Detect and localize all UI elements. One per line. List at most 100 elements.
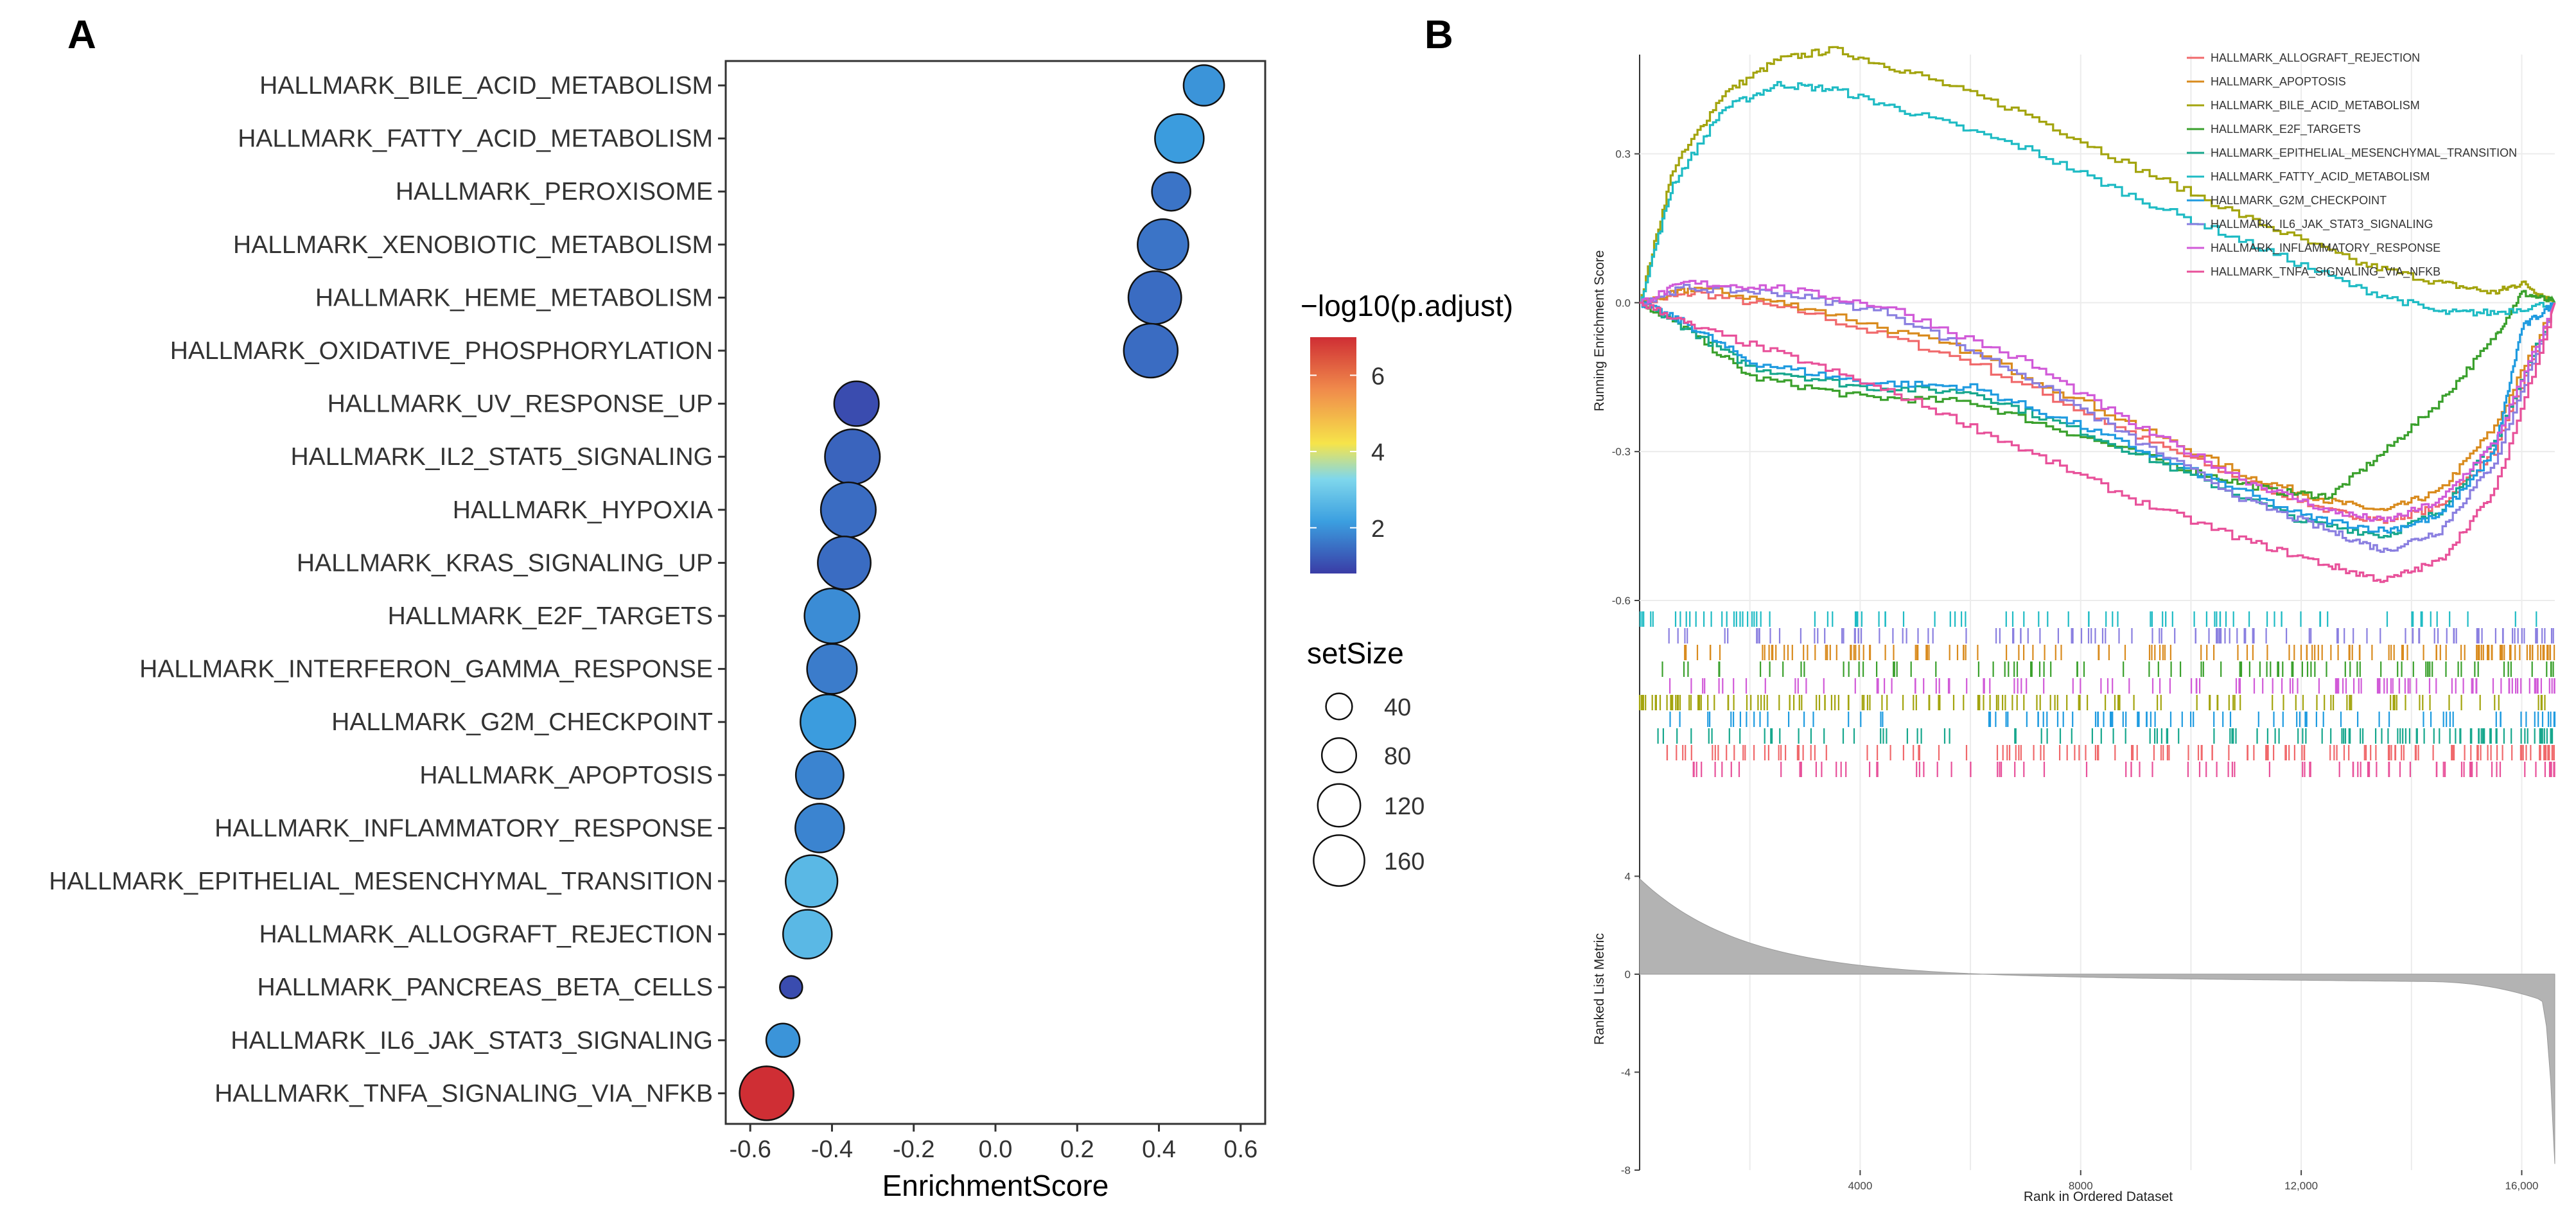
panel-b-es-y-ticks: 0.3 0.0 -0.3 -0.6 [1612, 148, 1640, 607]
b-x-tick-label: 12,000 [2284, 1180, 2318, 1192]
term-label: HALLMARK_HYPOXIA [453, 496, 713, 524]
x-tick-label: -0.2 [893, 1136, 934, 1163]
term-dot [824, 428, 881, 486]
panel-b-hit-bars [1638, 611, 2556, 777]
hit-bar-row [1638, 695, 2546, 710]
hit-bar-row [1692, 762, 2555, 777]
size-legend-circle [1317, 783, 1362, 828]
term-dot [779, 975, 803, 999]
es-y-tick-label: 0.3 [1615, 148, 1631, 161]
metric-y-tick-label: -4 [1621, 1066, 1631, 1078]
es-curve [1640, 286, 2556, 511]
hit-bar-row [1666, 745, 2555, 760]
panel-b-legend: HALLMARK_ALLOGRAFT_REJECTION HALLMARK_APO… [2187, 51, 2517, 279]
panel-a-x-ticks: -0.6 -0.4 -0.2 0.0 0.2 0.4 0.6 [729, 1124, 1257, 1163]
panel-b-metric-y-ticks: 4 0 -4 -8 [1621, 870, 1640, 1177]
term-label: HALLMARK_FATTY_ACID_METABOLISM [238, 125, 713, 153]
term-dot [1123, 322, 1179, 379]
es-y-tick-label: -0.6 [1612, 595, 1631, 607]
term-label: HALLMARK_KRAS_SIGNALING_UP [297, 549, 713, 577]
color-legend-title: −log10(p.adjust) [1301, 289, 1513, 322]
term-label: HALLMARK_TNFA_SIGNALING_VIA_NFKB [215, 1080, 713, 1107]
legend-label: HALLMARK_EPITHELIAL_MESENCHYMAL_TRANSITI… [2211, 146, 2517, 160]
legend-label: HALLMARK_FATTY_ACID_METABOLISM [2211, 170, 2430, 184]
x-tick-label: -0.6 [729, 1136, 771, 1163]
term-dot [819, 481, 877, 538]
term-label: HALLMARK_ALLOGRAFT_REJECTION [259, 921, 713, 949]
term-label: HALLMARK_IL6_JAK_STAT3_SIGNALING [231, 1027, 713, 1055]
term-label: HALLMARK_INTERFERON_GAMMA_RESPONSE [139, 656, 713, 683]
hit-bar-row [1639, 611, 2537, 627]
term-dot [1151, 171, 1191, 212]
es-curve [1640, 290, 2556, 500]
size-legend: 40 80 120 160 [1313, 692, 1424, 887]
hit-bar-row [1668, 628, 2554, 644]
term-dot [765, 1022, 801, 1058]
size-legend-circle [1320, 737, 1358, 774]
term-label: HALLMARK_HEME_METABOLISM [315, 284, 713, 311]
term-dot [1182, 64, 1225, 107]
term-dot [784, 854, 839, 908]
legend-label: HALLMARK_APOPTOSIS [2211, 75, 2346, 89]
size-legend-circle [1325, 692, 1353, 721]
es-curve [1640, 301, 2556, 583]
panel-a-dotplot: HALLMARK_BILE_ACID_METABOLISM HALLMARK_FA… [49, 60, 1513, 1202]
es-curve [1640, 81, 2555, 317]
b-x-tick-label: 4000 [1848, 1180, 1872, 1192]
panel-a-dots [739, 64, 1225, 1121]
x-tick-label: 0.4 [1142, 1136, 1176, 1163]
color-legend-ticks: 2 4 6 [1310, 363, 1385, 543]
legend-label: HALLMARK_TNFA_SIGNALING_VIA_NFKB [2211, 265, 2440, 279]
panel-a-plot-frame [724, 60, 1266, 1125]
x-tick-label: -0.4 [811, 1136, 853, 1163]
panel-b-metric-y-axis-title: Ranked List Metric [1592, 933, 1607, 1045]
term-dot [817, 535, 872, 590]
term-label: HALLMARK_G2M_CHECKPOINT [331, 708, 713, 736]
term-label: HALLMARK_UV_RESPONSE_UP [328, 390, 713, 418]
x-tick-label: 0.0 [979, 1136, 1013, 1163]
term-dot [1154, 113, 1205, 164]
term-dot [803, 587, 861, 645]
term-dot [794, 750, 845, 800]
panel-b-gsea: 0.3 0.0 -0.3 -0.6 4 0 -4 -8 4000 8000 12,000 16,0… [1592, 46, 2556, 1204]
legend-label: HALLMARK_IL6_JAK_STAT3_SIGNALING [2211, 218, 2433, 231]
size-legend-title: setSize [1307, 636, 1404, 670]
term-label: HALLMARK_E2F_TARGETS [388, 602, 713, 630]
b-x-tick-label: 16,000 [2505, 1180, 2538, 1192]
term-label: HALLMARK_INFLAMMATORY_RESPONSE [215, 814, 713, 842]
color-tick-label: 6 [1371, 363, 1385, 390]
legend-label: HALLMARK_G2M_CHECKPOINT [2211, 194, 2387, 207]
legend-label: HALLMARK_BILE_ACID_METABOLISM [2211, 99, 2420, 112]
panel-a-term-labels: HALLMARK_BILE_ACID_METABOLISM HALLMARK_FA… [49, 72, 726, 1107]
color-tick-label: 2 [1371, 516, 1385, 543]
term-label: HALLMARK_EPITHELIAL_MESENCHYMAL_TRANSITI… [49, 868, 713, 895]
color-tick-label: 4 [1371, 439, 1385, 466]
es-curve [1640, 279, 2556, 522]
panel-b-ranked-metric-area [1639, 878, 2555, 1164]
hit-bar-row [1669, 678, 2555, 694]
x-tick-label: 0.2 [1060, 1136, 1094, 1163]
term-dot [1137, 218, 1189, 271]
term-dot [800, 694, 857, 751]
legend-label: HALLMARK_INFLAMMATORY_RESPONSE [2211, 241, 2440, 255]
hit-bar-row [1684, 645, 2555, 660]
term-label: HALLMARK_PANCREAS_BETA_CELLS [257, 974, 713, 1001]
metric-y-tick-label: 0 [1625, 968, 1631, 981]
b-x-tick-label: 8000 [2069, 1180, 2093, 1192]
panel-b-es-y-axis-title: Running Enrichment Score [1592, 250, 1607, 412]
term-label: HALLMARK_APOPTOSIS [419, 762, 713, 789]
hit-bar-row [1661, 661, 2554, 677]
hit-bar-row [1657, 728, 2554, 744]
metric-y-tick-label: 4 [1625, 870, 1631, 882]
size-legend-label: 160 [1384, 848, 1424, 875]
term-dot [739, 1065, 794, 1121]
legend-label: HALLMARK_ALLOGRAFT_REJECTION [2211, 51, 2420, 65]
term-label: HALLMARK_OXIDATIVE_PHOSPHORYLATION [170, 337, 713, 365]
size-legend-circle [1313, 834, 1365, 887]
es-y-tick-label: -0.3 [1612, 446, 1631, 458]
es-curve [1640, 46, 2555, 307]
term-dot [1127, 270, 1182, 325]
panel-a-x-axis-title: EnrichmentScore [882, 1169, 1109, 1202]
hit-bar-row [1669, 712, 2556, 727]
es-curve [1640, 290, 2556, 524]
